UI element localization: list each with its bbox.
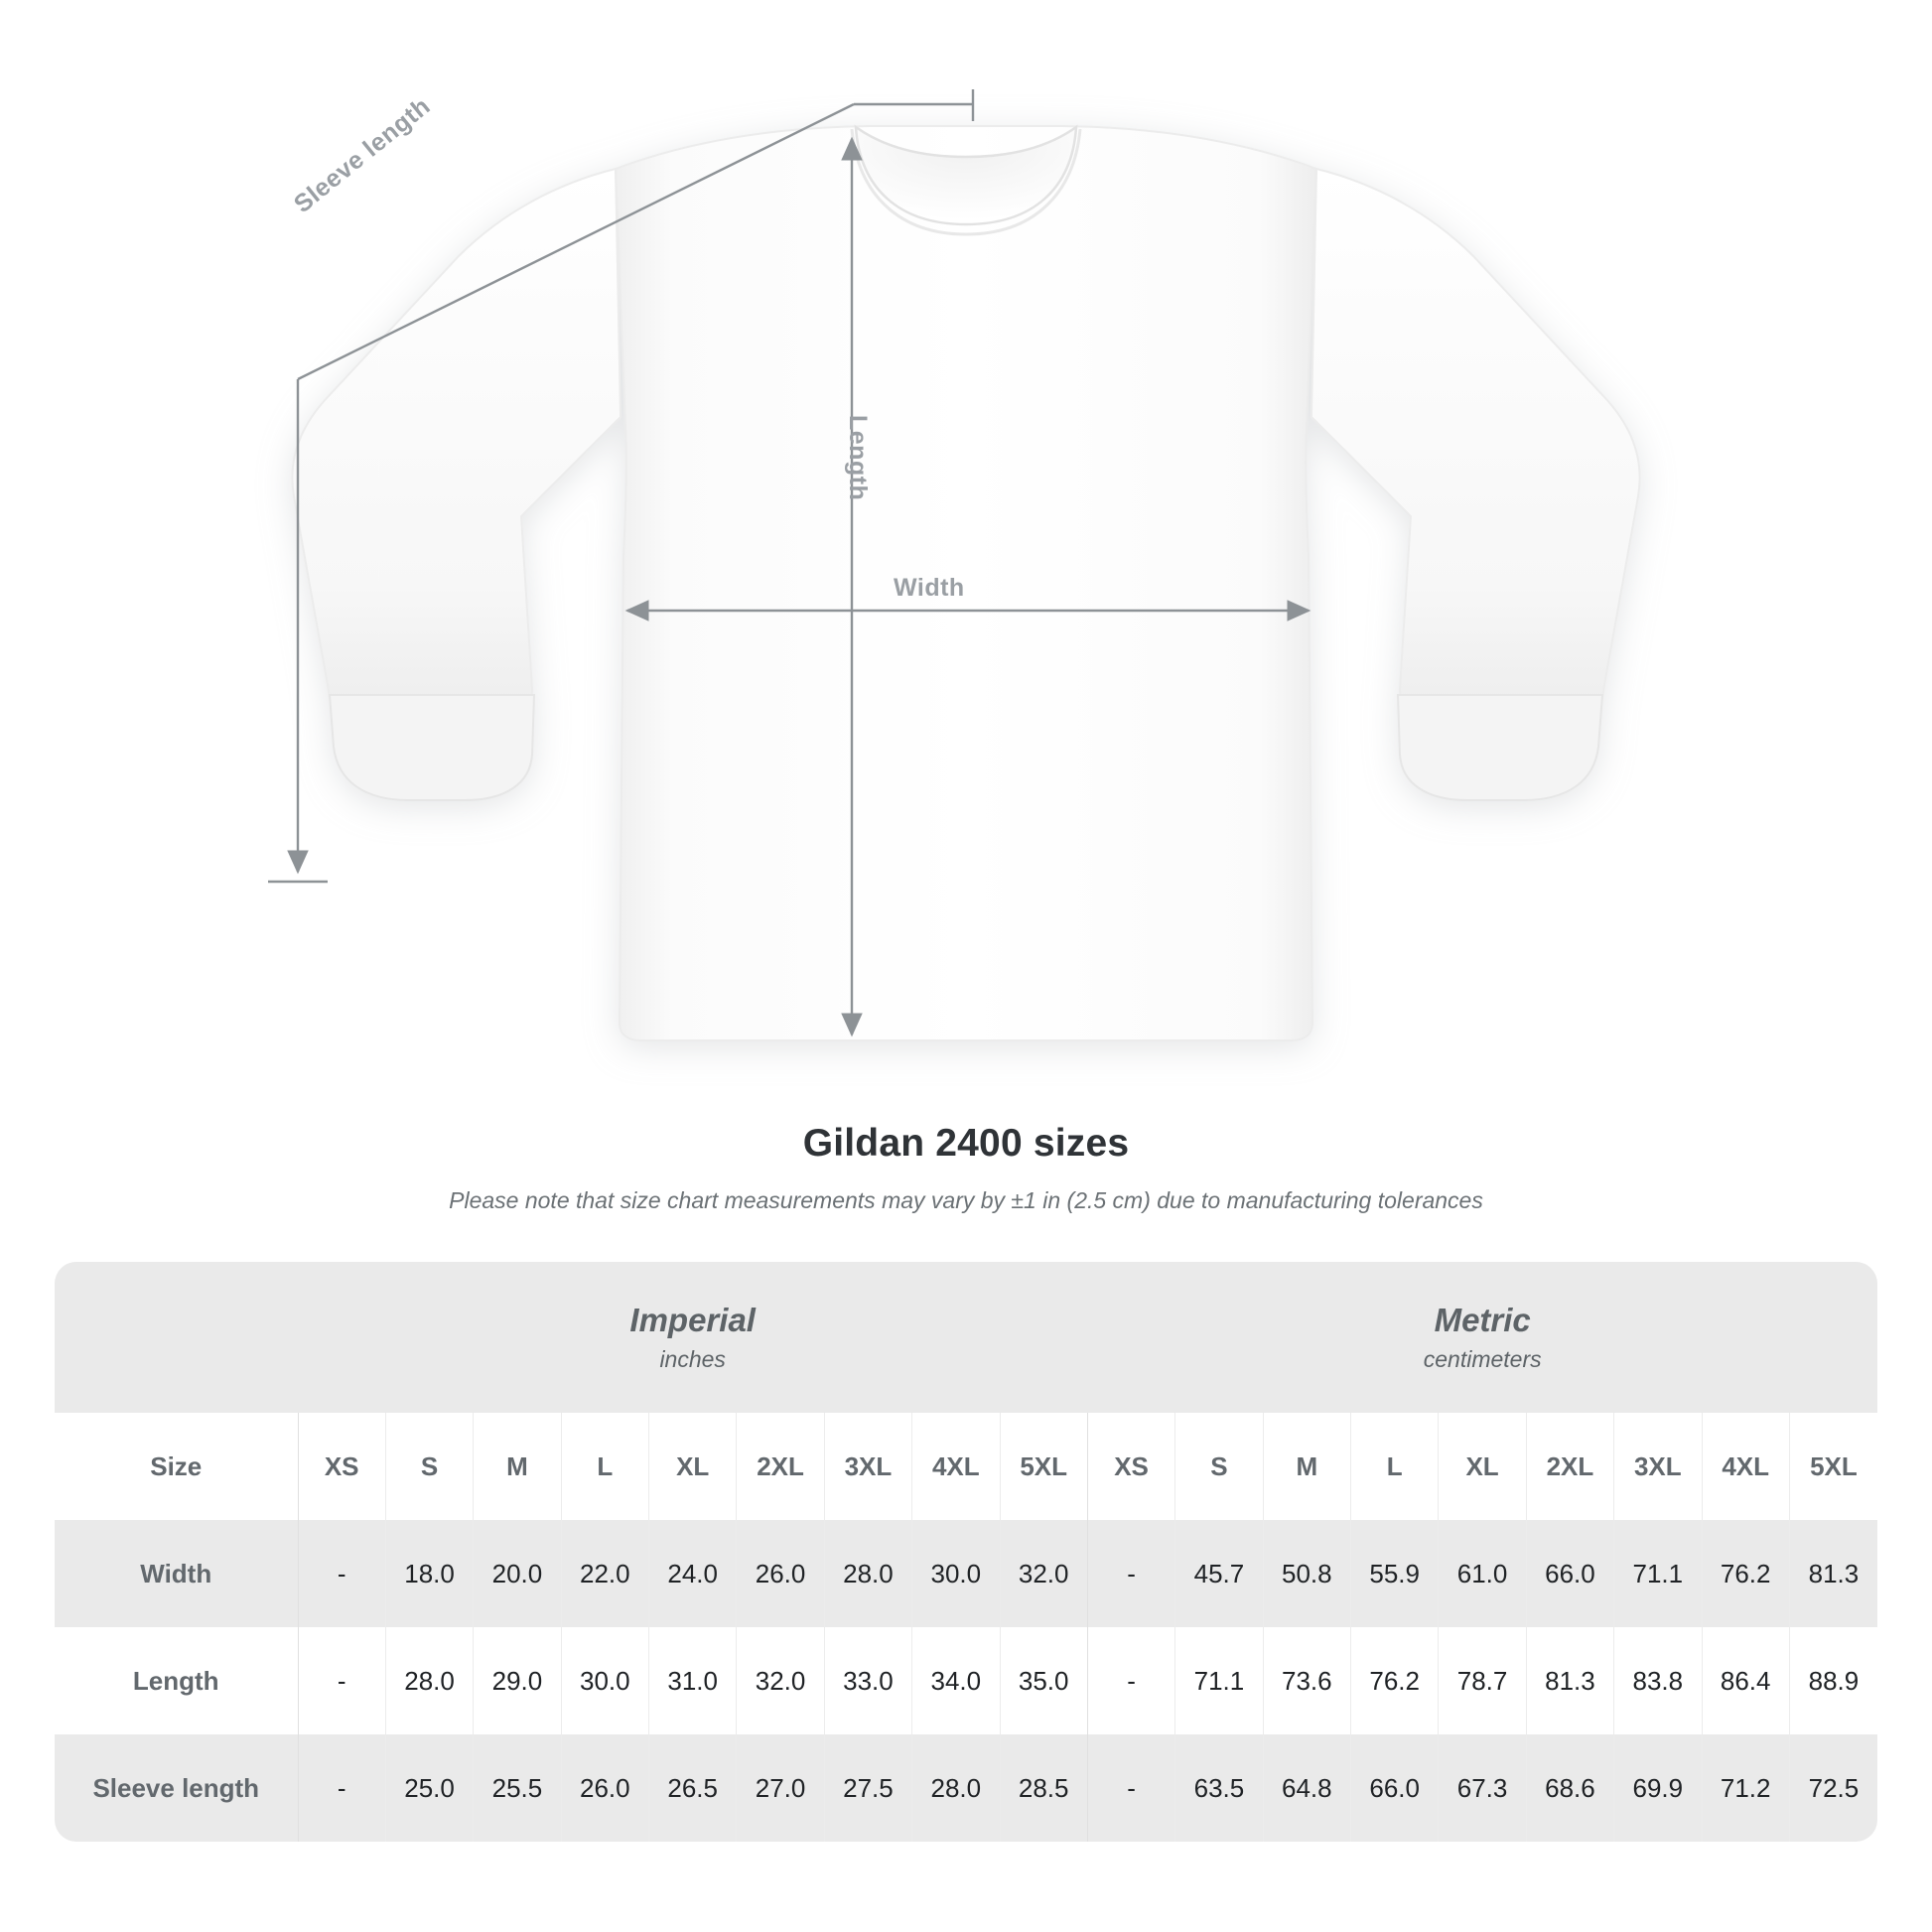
cell-width-imperial-5xl: 32.0 [999,1520,1088,1627]
unit-header-metric: Metric centimeters [1087,1262,1877,1413]
unit-name-metric: Metric [1434,1301,1531,1338]
cell-length-metric-4xl: 86.4 [1701,1627,1790,1734]
column-header-metric-l: L [1349,1413,1439,1520]
cell-width-imperial-m: 20.0 [473,1520,562,1627]
column-header-imperial-2xl: 2XL [736,1413,825,1520]
cell-sleeve-imperial-m: 25.5 [473,1734,562,1842]
cell-width-imperial-2xl: 26.0 [736,1520,825,1627]
column-header-metric-xs: XS [1086,1413,1175,1520]
column-header-metric-m: M [1262,1413,1351,1520]
cell-sleeve-metric-l: 66.0 [1349,1734,1439,1842]
cell-sleeve-imperial-xs: - [297,1734,386,1842]
cell-width-metric-5xl: 81.3 [1788,1520,1877,1627]
cell-width-metric-3xl: 71.1 [1613,1520,1702,1627]
cell-sleeve-imperial-3xl: 27.5 [823,1734,912,1842]
long-sleeve-tshirt-icon [268,89,1641,1041]
cell-length-imperial-s: 28.0 [384,1627,474,1734]
table-row: Length - 28.0 29.0 30.0 31.0 32.0 33.0 3… [55,1627,1877,1734]
column-header-imperial-xs: XS [297,1413,386,1520]
garment-diagram: Sleeve length Length Width [268,89,1641,1041]
cell-length-metric-3xl: 83.8 [1613,1627,1702,1734]
cell-width-imperial-4xl: 30.0 [911,1520,1000,1627]
column-header-imperial-3xl: 3XL [823,1413,912,1520]
cell-sleeve-metric-5xl: 72.5 [1788,1734,1877,1842]
cell-length-imperial-xl: 31.0 [647,1627,737,1734]
cell-width-imperial-xs: - [297,1520,386,1627]
column-header-imperial-m: M [473,1413,562,1520]
unit-header-spacer [55,1262,298,1413]
width-dimension-label: Width [894,574,965,602]
unit-name-imperial: Imperial [629,1301,756,1338]
column-header-imperial-5xl: 5XL [999,1413,1088,1520]
length-dimension-label: Length [844,415,872,501]
cell-sleeve-imperial-s: 25.0 [384,1734,474,1842]
cell-length-imperial-2xl: 32.0 [736,1627,825,1734]
tolerance-note: Please note that size chart measurements… [449,1187,1483,1213]
unit-sub-imperial: inches [659,1346,726,1373]
column-header-metric-3xl: 3XL [1613,1413,1702,1520]
table-row: Sleeve length - 25.0 25.5 26.0 26.5 27.0… [55,1734,1877,1842]
column-header-metric-4xl: 4XL [1701,1413,1790,1520]
row-label-width: Width [55,1520,298,1627]
cell-width-imperial-s: 18.0 [384,1520,474,1627]
cell-length-imperial-3xl: 33.0 [823,1627,912,1734]
row-label-sleeve-length: Sleeve length [55,1734,298,1842]
column-header-metric-s: S [1174,1413,1264,1520]
unit-header-row: Imperial inches Metric centimeters [55,1262,1877,1413]
cell-sleeve-imperial-l: 26.0 [560,1734,649,1842]
cell-sleeve-metric-4xl: 71.2 [1701,1734,1790,1842]
cell-sleeve-imperial-xl: 26.5 [647,1734,737,1842]
cell-length-imperial-l: 30.0 [560,1627,649,1734]
cell-sleeve-metric-m: 64.8 [1262,1734,1351,1842]
size-header-row: Size XS S M L XL 2XL 3XL 4XL 5XL XS S M … [55,1413,1877,1520]
cell-sleeve-imperial-4xl: 28.0 [911,1734,1000,1842]
size-table-container: Imperial inches Metric centimeters Size … [55,1262,1877,1842]
table-row: Width - 18.0 20.0 22.0 24.0 26.0 28.0 30… [55,1520,1877,1627]
column-header-imperial-l: L [560,1413,649,1520]
column-header-metric-xl: XL [1438,1413,1527,1520]
size-table: Imperial inches Metric centimeters Size … [55,1262,1877,1842]
cell-sleeve-metric-s: 63.5 [1174,1734,1264,1842]
column-header-imperial-s: S [384,1413,474,1520]
column-header-imperial-4xl: 4XL [911,1413,1000,1520]
page-title: Gildan 2400 sizes [802,1122,1130,1165]
cell-sleeve-imperial-5xl: 28.5 [999,1734,1088,1842]
cell-length-metric-l: 76.2 [1349,1627,1439,1734]
cell-sleeve-metric-xs: - [1086,1734,1175,1842]
cell-length-metric-s: 71.1 [1174,1627,1264,1734]
row-label-length: Length [55,1627,298,1734]
unit-header-imperial: Imperial inches [298,1262,1088,1413]
cell-width-metric-xs: - [1086,1520,1175,1627]
cell-width-metric-m: 50.8 [1262,1520,1351,1627]
unit-sub-metric: centimeters [1423,1346,1542,1373]
cell-sleeve-metric-3xl: 69.9 [1613,1734,1702,1842]
cell-width-imperial-l: 22.0 [560,1520,649,1627]
column-header-metric-2xl: 2XL [1525,1413,1614,1520]
cell-length-metric-m: 73.6 [1262,1627,1351,1734]
cell-width-metric-s: 45.7 [1174,1520,1264,1627]
cell-length-imperial-m: 29.0 [473,1627,562,1734]
cell-length-imperial-4xl: 34.0 [911,1627,1000,1734]
caption-block: Gildan 2400 sizes Please note that size … [0,1122,1932,1214]
cell-width-imperial-3xl: 28.0 [823,1520,912,1627]
cell-length-metric-5xl: 88.9 [1788,1627,1877,1734]
sleeve-length-dimension-arrow-icon [268,89,975,884]
cell-length-metric-xs: - [1086,1627,1175,1734]
cell-width-metric-4xl: 76.2 [1701,1520,1790,1627]
cell-width-metric-xl: 61.0 [1438,1520,1527,1627]
cell-length-metric-2xl: 81.3 [1525,1627,1614,1734]
cell-sleeve-metric-2xl: 68.6 [1525,1734,1614,1842]
cell-length-metric-xl: 78.7 [1438,1627,1527,1734]
cell-length-imperial-5xl: 35.0 [999,1627,1088,1734]
column-header-imperial-xl: XL [647,1413,737,1520]
column-header-size: Size [55,1413,298,1520]
cell-width-metric-2xl: 66.0 [1525,1520,1614,1627]
cell-sleeve-imperial-2xl: 27.0 [736,1734,825,1842]
cell-sleeve-metric-xl: 67.3 [1438,1734,1527,1842]
cell-length-imperial-xs: - [297,1627,386,1734]
cell-width-metric-l: 55.9 [1349,1520,1439,1627]
cell-width-imperial-xl: 24.0 [647,1520,737,1627]
column-header-metric-5xl: 5XL [1788,1413,1877,1520]
